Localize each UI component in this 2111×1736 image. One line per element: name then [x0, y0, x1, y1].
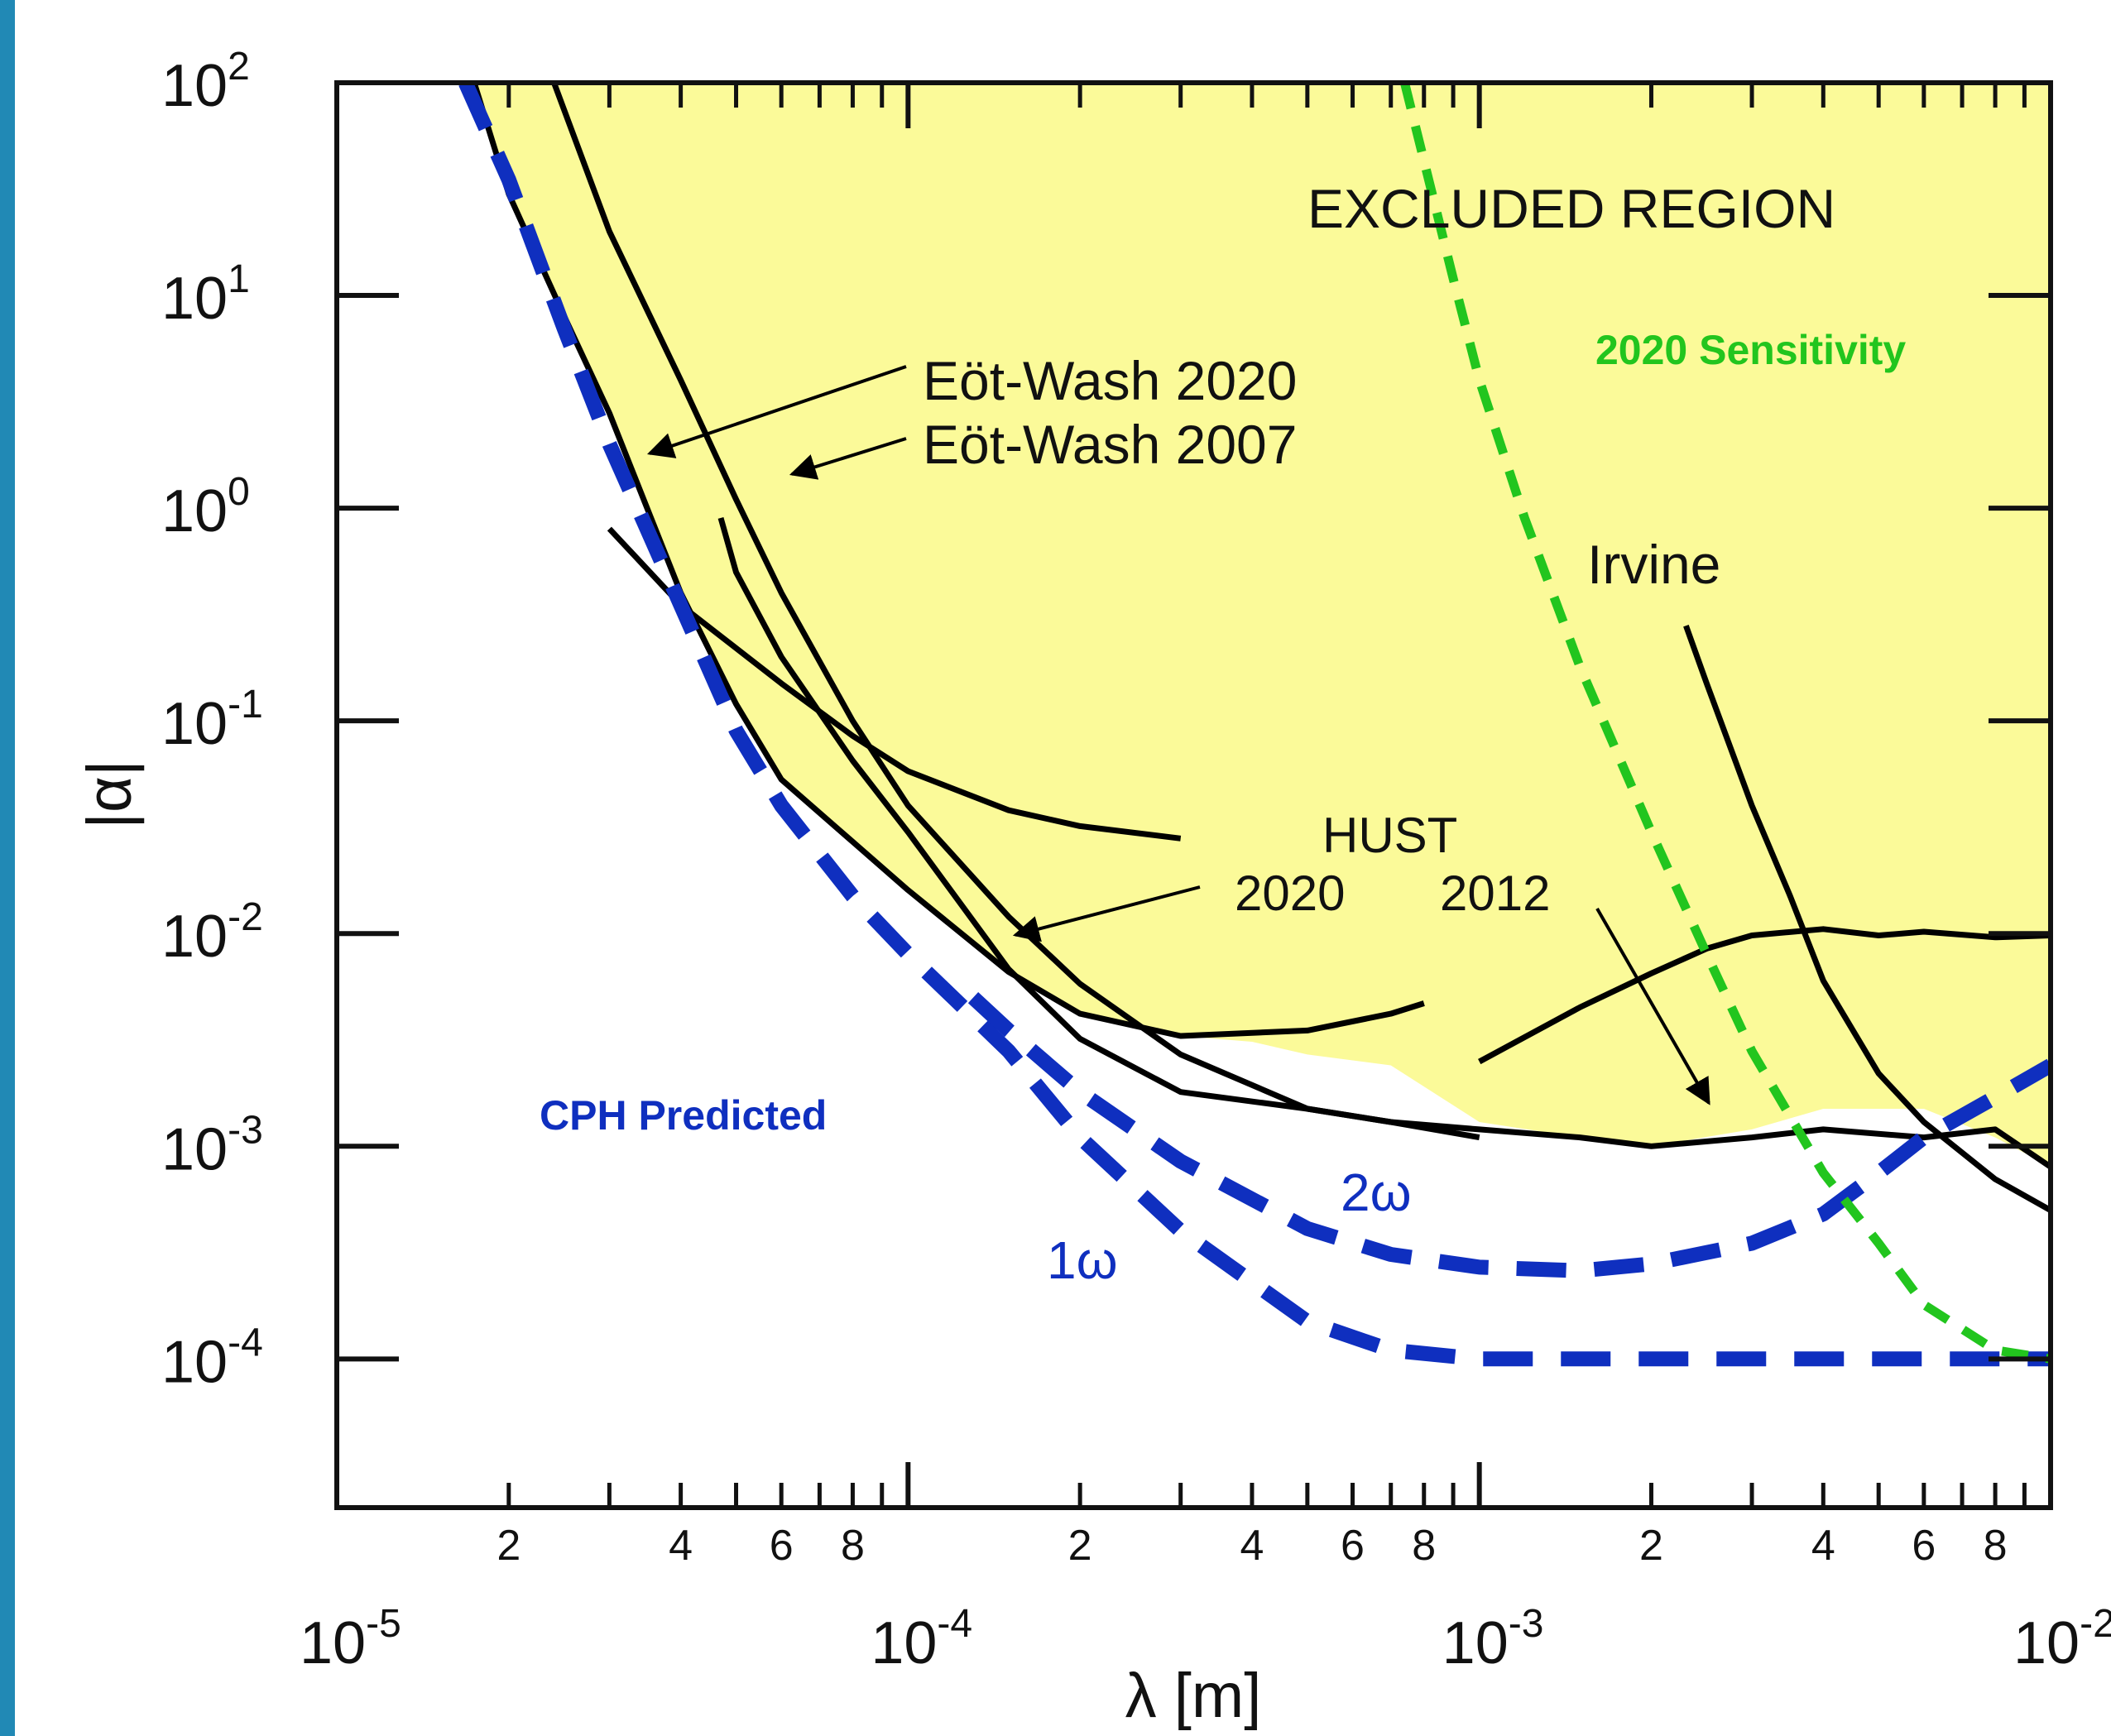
series-line-hust-2012: [607, 526, 1182, 842]
slide-sidebar-bar: [0, 0, 15, 1736]
x-minor-label: 8: [1412, 1522, 1436, 1570]
eot-wash-2007-arrow: [789, 437, 907, 480]
annotations: EXCLUDED REGION Eöt-Wash 2020 Eöt-Wash 2…: [540, 178, 1906, 1290]
x-minor-label: 2: [1068, 1522, 1092, 1570]
series-line-e-t-wash-2020: [471, 83, 1425, 1039]
plot-frame: [334, 80, 2053, 1510]
excluded-region-label: EXCLUDED REGION: [1307, 178, 1835, 239]
eot-wash-2020-arrow: [646, 365, 907, 458]
x-minor-label: 4: [1811, 1522, 1835, 1570]
y-tick-label: 100: [161, 470, 250, 544]
x-minor-label: 8: [841, 1522, 865, 1570]
x-minor-label: 4: [1240, 1522, 1264, 1570]
eot-wash-2007-label: Eöt-Wash 2007: [923, 414, 1297, 475]
x-tick-label: 10-3: [1442, 1602, 1544, 1676]
series-line-1: [458, 83, 2051, 1367]
x-tick-label: 10-4: [871, 1602, 972, 1676]
x-tick-label: 10-2: [2013, 1602, 2111, 1676]
series-line-2: [967, 992, 2051, 1278]
series-line-irvine: [1683, 625, 2051, 1213]
y-tick-label: 10-4: [161, 1321, 263, 1395]
x-tick-label: 10-5: [300, 1602, 401, 1676]
series-line-hust-2012-mm-range: [1478, 926, 2051, 1065]
x-minor-label: 6: [770, 1522, 794, 1570]
series-line-hust-2020: [717, 516, 2051, 1170]
hust-2020-label: 2020: [1235, 866, 1345, 921]
eot-wash-2020-label: Eöt-Wash 2020: [923, 350, 1297, 411]
one-omega-label: 1ω: [1047, 1230, 1118, 1290]
y-axis-title: |α|: [74, 760, 145, 828]
irvine-label: Irvine: [1587, 534, 1720, 595]
x-axis-title: λ [m]: [1125, 1661, 1262, 1731]
excluded-region-fill: [474, 83, 2051, 1168]
x-minor-label: 6: [1912, 1522, 1936, 1570]
axes: 10-52 4 6 810-42 4 6 810-32 4 6 810-210210110010-…: [74, 45, 2111, 1731]
x-minor-label: 8: [1984, 1522, 2008, 1570]
hust-2012-arrow: [1595, 908, 1710, 1105]
sensitivity-label: 2020 Sensitivity: [1595, 327, 1906, 373]
y-tick-label: 10-2: [161, 895, 263, 970]
hust-2020-arrow: [1012, 885, 1201, 942]
x-minor-label: 2: [1639, 1522, 1663, 1570]
x-minor-label: 6: [1341, 1522, 1365, 1570]
y-tick-label: 10-3: [161, 1108, 263, 1182]
x-minor-label: 2: [497, 1522, 521, 1570]
plot-clip-group: [458, 83, 2051, 1367]
hust-label: HUST: [1322, 808, 1457, 863]
plot-area: [458, 83, 2051, 1367]
y-tick-label: 102: [161, 45, 250, 119]
y-tick-label: 101: [161, 257, 250, 332]
y-tick-label: 10-1: [161, 683, 263, 757]
hust-2012-label: 2012: [1440, 866, 1550, 921]
two-omega-label: 2ω: [1341, 1163, 1412, 1222]
cph-predicted-label: CPH Predicted: [540, 1092, 827, 1139]
x-minor-label: 4: [669, 1522, 693, 1570]
